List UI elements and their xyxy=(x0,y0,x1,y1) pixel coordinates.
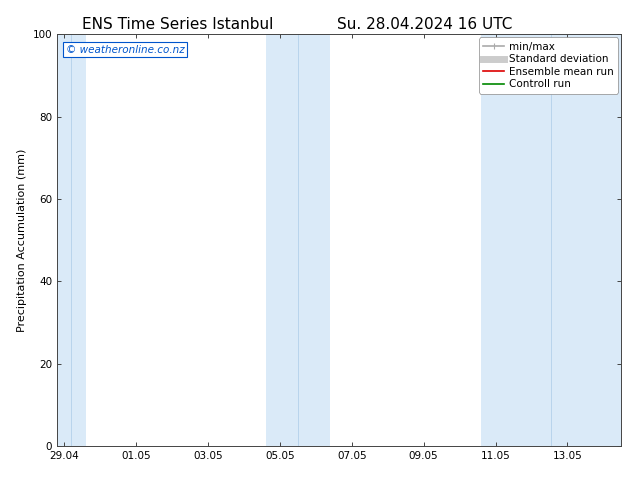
Bar xyxy=(266,34,330,446)
Text: ENS Time Series Istanbul: ENS Time Series Istanbul xyxy=(82,17,273,32)
Bar xyxy=(57,34,86,446)
Text: © weatheronline.co.nz: © weatheronline.co.nz xyxy=(65,45,184,54)
Text: Su. 28.04.2024 16 UTC: Su. 28.04.2024 16 UTC xyxy=(337,17,512,32)
Legend: min/max, Standard deviation, Ensemble mean run, Controll run: min/max, Standard deviation, Ensemble me… xyxy=(479,37,618,94)
Bar xyxy=(481,34,621,446)
Y-axis label: Precipitation Accumulation (mm): Precipitation Accumulation (mm) xyxy=(17,148,27,332)
